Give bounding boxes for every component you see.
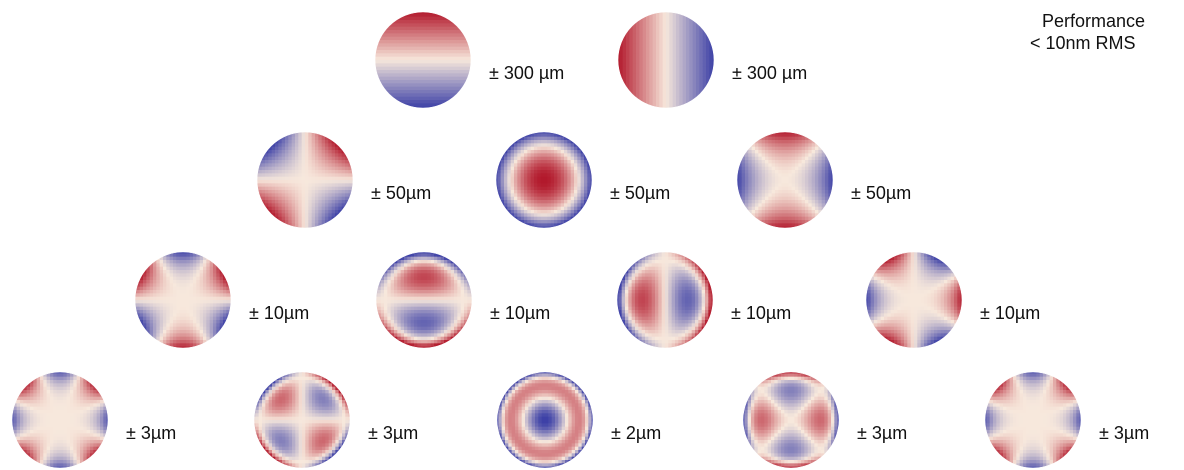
amplitude-label: ± 50µm — [610, 183, 671, 203]
amplitude-label: ± 10µm — [249, 303, 310, 323]
mode-surface — [253, 371, 351, 469]
mode-surface — [742, 371, 840, 469]
amplitude-label: ± 2µm — [611, 423, 662, 443]
mode-map-quadrafoil-b — [983, 370, 1083, 470]
mode-map-astigmatism-vertical — [735, 130, 835, 230]
mode-surface — [865, 251, 963, 349]
amplitude-label: ± 10µm — [731, 303, 792, 323]
mode-map-tilt-horizontal — [616, 10, 716, 110]
mode-surface — [375, 251, 473, 349]
mode-surface — [616, 251, 714, 349]
mode-surface — [495, 131, 593, 229]
amplitude-label: ± 300 µm — [489, 63, 565, 83]
amplitude-label: ± 3µm — [857, 423, 908, 443]
mode-map-tilt-vertical — [373, 10, 473, 110]
mode-map-coma-vertical — [374, 250, 474, 350]
amplitude-label: ± 3µm — [126, 423, 177, 443]
performance-value: < 10nm RMS — [1030, 33, 1136, 53]
mode-map-secondary-astigmatism-a — [252, 370, 352, 470]
amplitude-label: ± 3µm — [368, 423, 419, 443]
amplitude-label: ± 300 µm — [732, 63, 808, 83]
mode-surface — [496, 371, 594, 469]
mode-surface — [617, 11, 715, 109]
mode-map-spherical — [495, 370, 595, 470]
mode-surface — [134, 251, 232, 349]
mode-map-quadrafoil-a — [10, 370, 110, 470]
mode-map-defocus — [494, 130, 594, 230]
amplitude-label: ± 10µm — [980, 303, 1041, 323]
mode-surface — [736, 131, 834, 229]
mode-surface — [11, 371, 109, 469]
amplitude-label: ± 10µm — [490, 303, 551, 323]
mode-map-trefoil-a — [133, 250, 233, 350]
mode-surface — [374, 11, 472, 109]
amplitude-label: ± 50µm — [371, 183, 432, 203]
amplitude-label: ± 50µm — [851, 183, 912, 203]
mode-map-astigmatism-oblique — [255, 130, 355, 230]
mode-map-coma-horizontal — [615, 250, 715, 350]
performance-note: Performance < 10nm RMS — [1030, 10, 1145, 54]
mode-surface — [984, 371, 1082, 469]
mode-map-secondary-astigmatism-b — [741, 370, 841, 470]
mode-surface — [256, 131, 354, 229]
performance-title: Performance — [1042, 11, 1146, 31]
mode-map-trefoil-b — [864, 250, 964, 350]
amplitude-label: ± 3µm — [1099, 423, 1150, 443]
